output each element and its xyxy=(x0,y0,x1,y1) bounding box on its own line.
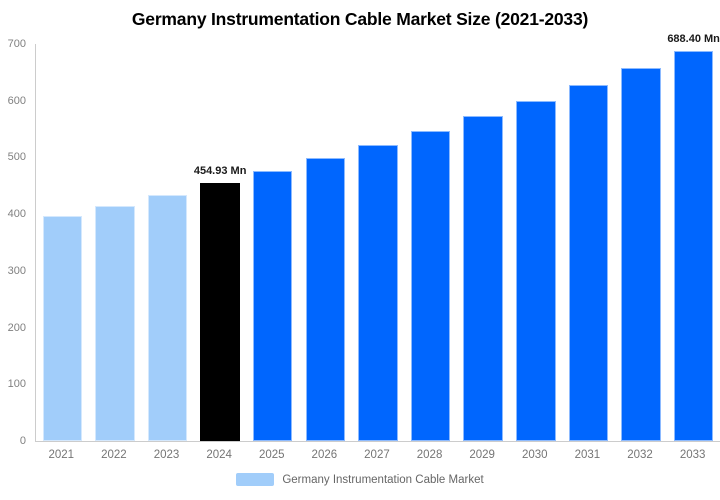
x-tick-label: 2027 xyxy=(364,449,390,461)
bar-slot-2028 xyxy=(404,44,457,441)
bar-value-label: 688.40 Mn xyxy=(667,32,720,45)
y-tick-label: 100 xyxy=(7,378,26,391)
bar-2025 xyxy=(253,170,293,441)
bar-2030 xyxy=(516,100,556,441)
bar-2027 xyxy=(358,144,398,441)
bar-slot-2023 xyxy=(141,44,194,441)
chart-title: Germany Instrumentation Cable Market Siz… xyxy=(131,9,589,29)
x-axis-labels: 2021 2022 2023 2024 2025 2026 2027 2028 2029 2030… xyxy=(35,448,719,462)
bar-2033 xyxy=(673,50,714,441)
bar-value-label: 454.93 Mn xyxy=(193,165,247,177)
bar-2022 xyxy=(95,205,135,441)
bar-2031 xyxy=(568,84,609,441)
bar-slot-2024: 454.93 Mn xyxy=(194,44,247,441)
bar-slot-2021 xyxy=(36,44,89,441)
x-tick-label: 2031 xyxy=(574,449,601,461)
y-tick-label: 300 xyxy=(7,264,26,277)
y-tick-label: 700 xyxy=(7,38,26,50)
x-tick-label: 2025 xyxy=(258,449,285,461)
x-tick-label: 2021 xyxy=(48,449,75,461)
x-tick-label: 2023 xyxy=(153,449,180,461)
y-tick-label: 400 xyxy=(7,208,26,221)
bar-slot-2022 xyxy=(89,44,142,441)
legend: Germany Instrumentation Cable Market xyxy=(0,473,720,486)
y-axis: 0 100 200 300 400 500 600 700 xyxy=(0,38,30,447)
y-tick-label: 500 xyxy=(7,151,26,164)
x-tick-label: 2029 xyxy=(469,449,495,461)
x-tick-label: 2024 xyxy=(206,449,232,461)
bar-slot-2027 xyxy=(352,44,405,441)
bar-slot-2033: 688.40 Mn xyxy=(667,33,720,441)
y-tick-label: 200 xyxy=(7,321,26,334)
x-tick-label: 2032 xyxy=(627,449,653,461)
bar-2029 xyxy=(463,116,503,441)
bar-2023 xyxy=(147,194,188,441)
x-tick-label: 2026 xyxy=(311,449,338,461)
x-tick-label: 2030 xyxy=(521,449,548,461)
legend-swatch xyxy=(236,473,275,486)
x-tick-label: 2028 xyxy=(416,449,443,461)
legend-label: Germany Instrumentation Cable Market xyxy=(282,473,484,486)
x-tick-label: 2033 xyxy=(679,449,706,461)
bar-slot-2025 xyxy=(246,44,299,441)
bar-slot-2032 xyxy=(615,44,668,441)
bar-2026 xyxy=(305,158,346,441)
bar-slot-2029 xyxy=(457,44,510,441)
bar-slot-2026 xyxy=(299,44,352,441)
y-tick-label: 0 xyxy=(19,435,26,447)
bar-slot-2030 xyxy=(509,44,562,441)
x-tick-label: 2022 xyxy=(101,449,127,461)
y-tick-label: 600 xyxy=(7,94,26,107)
bar-slot-2031 xyxy=(562,44,615,441)
bar-2021 xyxy=(42,216,83,441)
bars-row: 454.93 Mn 688.40 Mn xyxy=(36,33,720,441)
bar-2028 xyxy=(410,130,451,441)
bar-2032 xyxy=(621,68,661,441)
plot-area: 454.93 Mn 688.40 Mn xyxy=(35,33,720,442)
bar-2024 xyxy=(200,183,240,441)
